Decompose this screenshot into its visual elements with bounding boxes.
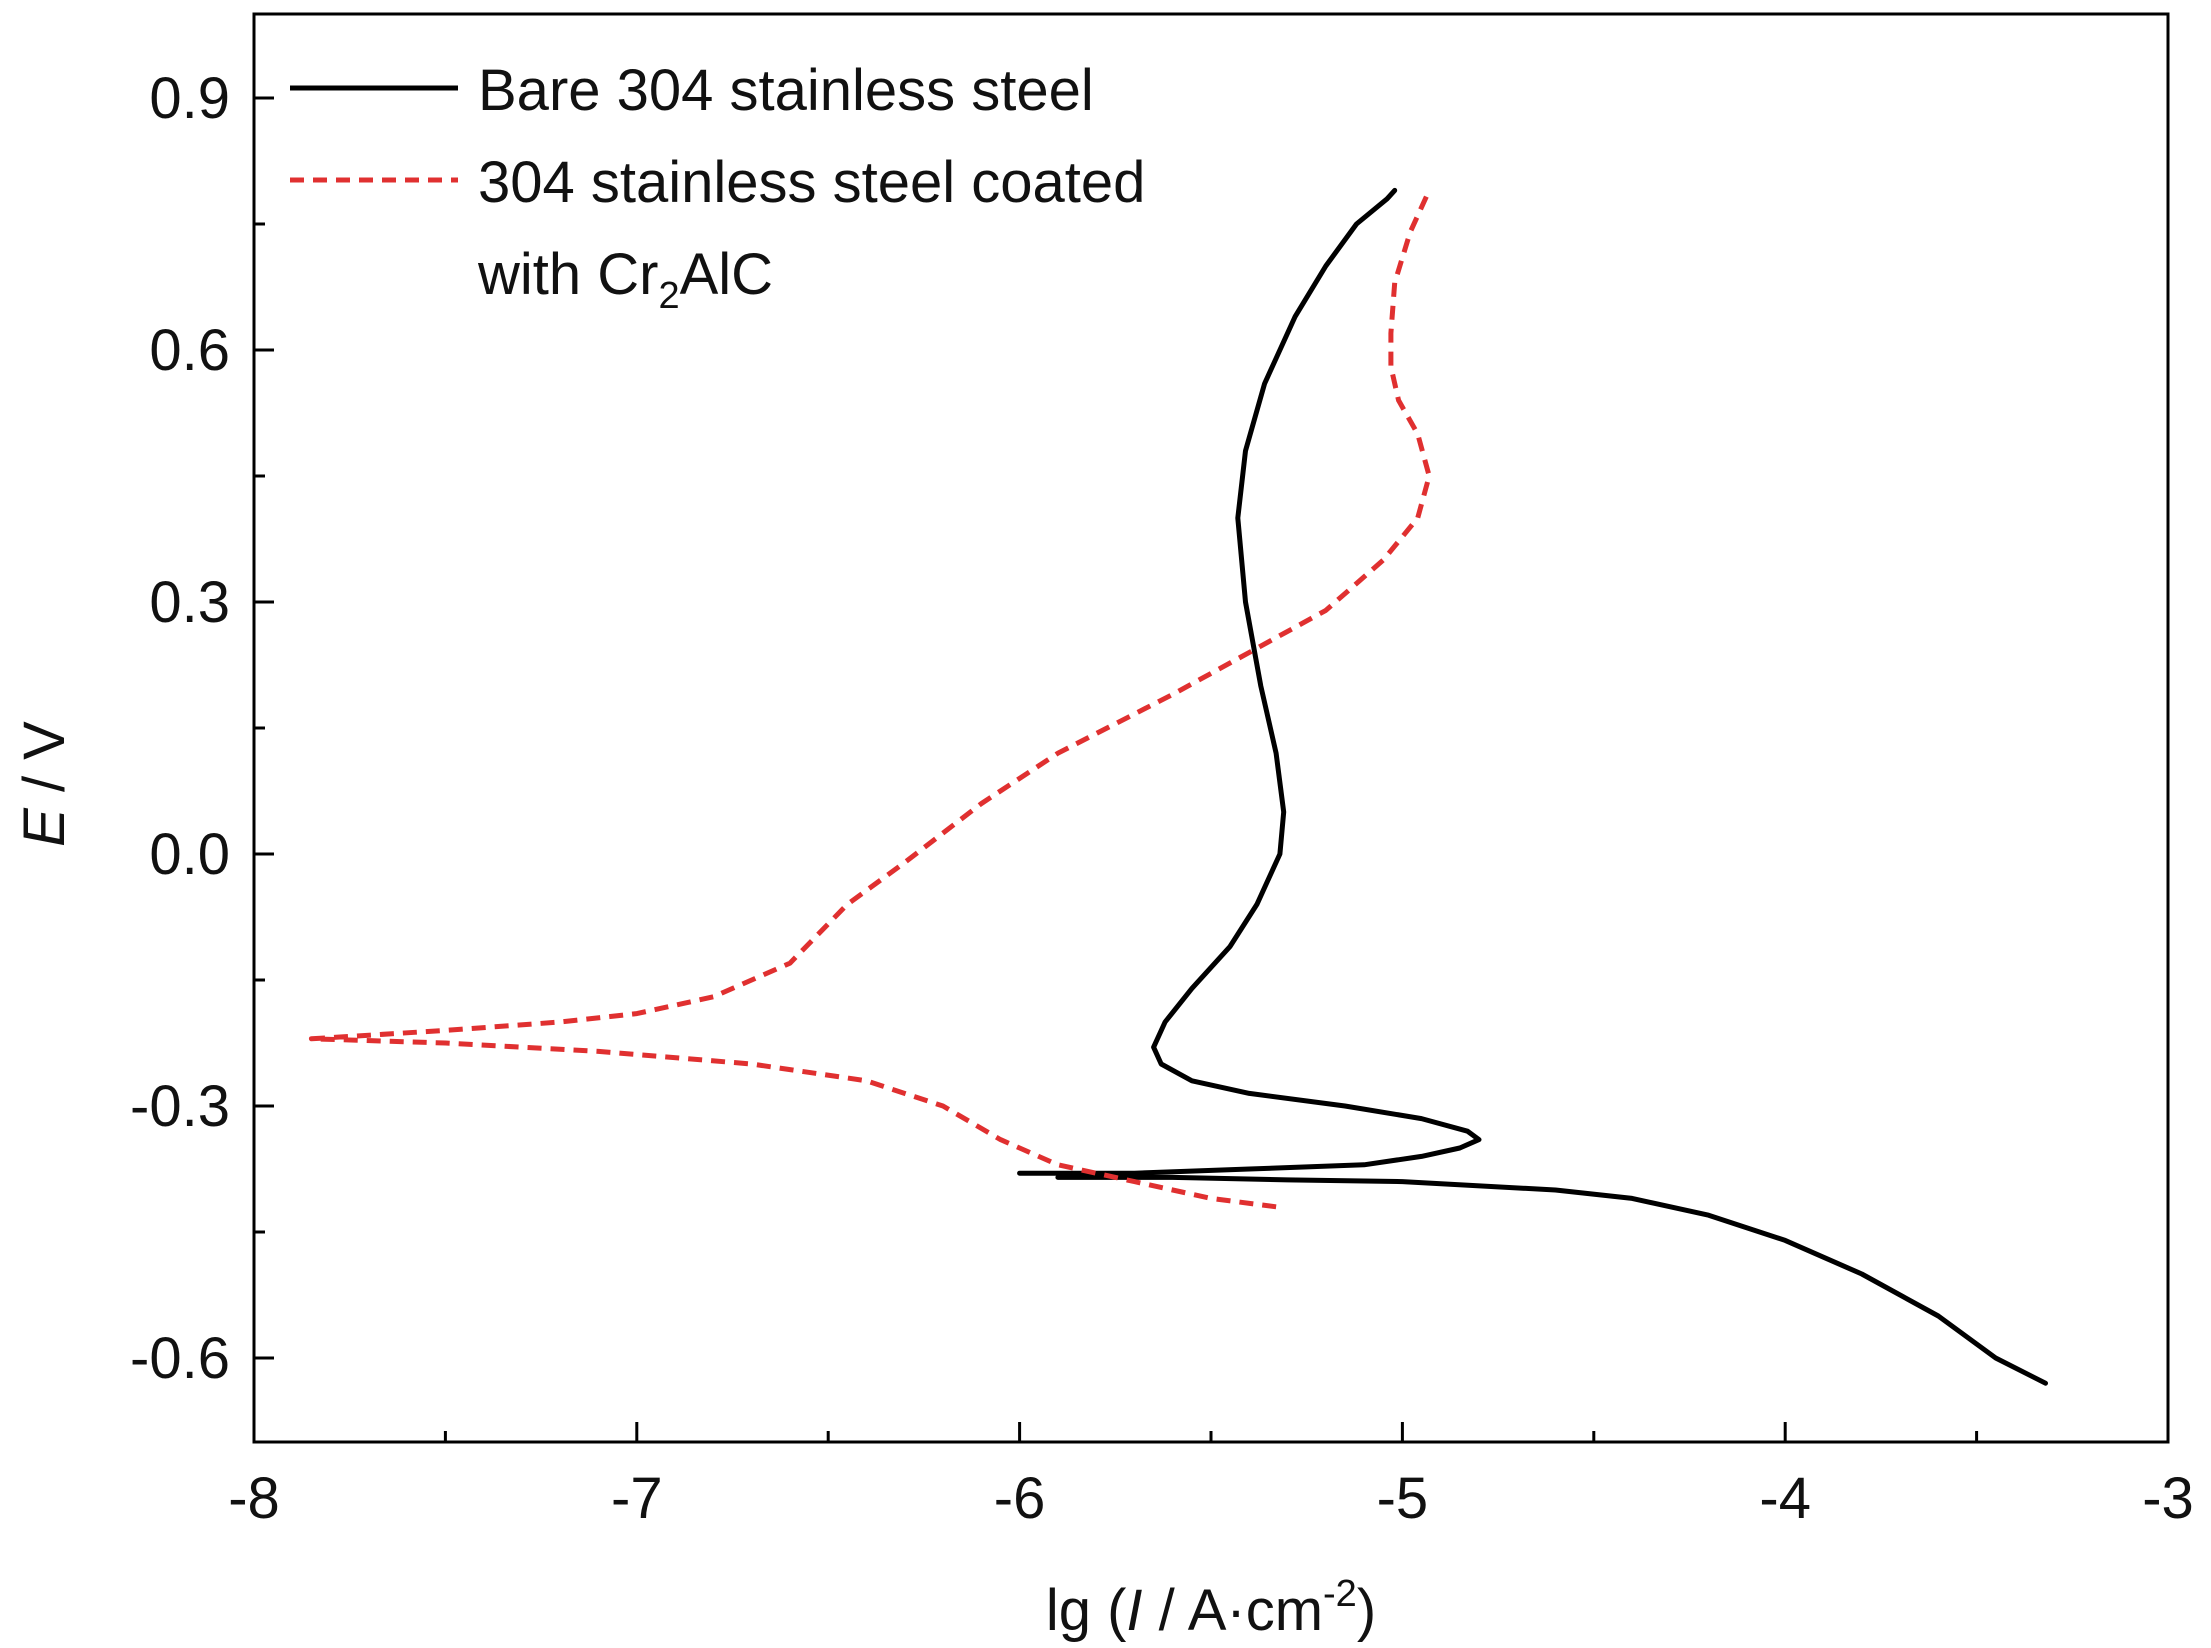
legend: Bare 304 stainless steel 304 stainless s… bbox=[290, 58, 1145, 317]
y-tick-label: 0.0 bbox=[149, 822, 230, 887]
series-layer bbox=[308, 187, 2048, 1386]
x-axis-title-superscript: -2 bbox=[1323, 1573, 1357, 1615]
y-axis-title: E / V bbox=[12, 721, 77, 847]
series-line-1 bbox=[1055, 1174, 2048, 1386]
x-tick-label: -4 bbox=[1759, 1466, 1811, 1531]
x-axis-title-suffix: ) bbox=[1357, 1578, 1376, 1643]
x-axis-title-italic: I bbox=[1126, 1578, 1142, 1643]
y-axis-title-rest: / V bbox=[12, 721, 77, 808]
legend-coated-prefix: with Cr bbox=[477, 242, 658, 307]
x-tick-label: -5 bbox=[1377, 1466, 1429, 1531]
x-tick-label: -7 bbox=[611, 1466, 663, 1531]
x-axis-title-middle: / A·cm bbox=[1143, 1578, 1323, 1643]
y-tick-label: 0.3 bbox=[149, 570, 230, 635]
y-tick-label: 0.6 bbox=[149, 318, 230, 383]
series-line-0 bbox=[1017, 187, 1482, 1176]
legend-label-coated-line1: 304 stainless steel coated bbox=[478, 150, 1145, 215]
y-tick-label: 0.9 bbox=[149, 66, 230, 131]
x-axis-title-prefix: lg ( bbox=[1046, 1578, 1127, 1643]
x-tick-label: -8 bbox=[228, 1466, 280, 1531]
axis-ticks: -8 -7 -6 -5 -4 -3 -0.6 -0.3 0.0 0.3 0.6 0.9 bbox=[130, 66, 2194, 1531]
plot-frame bbox=[252, 12, 2170, 1444]
x-tick-label: -6 bbox=[994, 1466, 1046, 1531]
y-tick-label: -0.3 bbox=[130, 1074, 230, 1139]
legend-label-bare: Bare 304 stainless steel bbox=[478, 58, 1094, 123]
legend-coated-suffix: AlC bbox=[680, 242, 773, 307]
y-tick-label: -0.6 bbox=[130, 1326, 230, 1391]
y-axis-title-italic: E bbox=[12, 807, 77, 847]
series-line-2 bbox=[308, 189, 1432, 1210]
x-tick-label: -3 bbox=[2142, 1466, 2194, 1531]
legend-coated-subscript: 2 bbox=[658, 275, 679, 317]
legend-label-coated-line2: with Cr2AlC bbox=[477, 242, 773, 317]
x-axis-title: lg (I / A·cm-2) bbox=[1046, 1573, 1376, 1643]
